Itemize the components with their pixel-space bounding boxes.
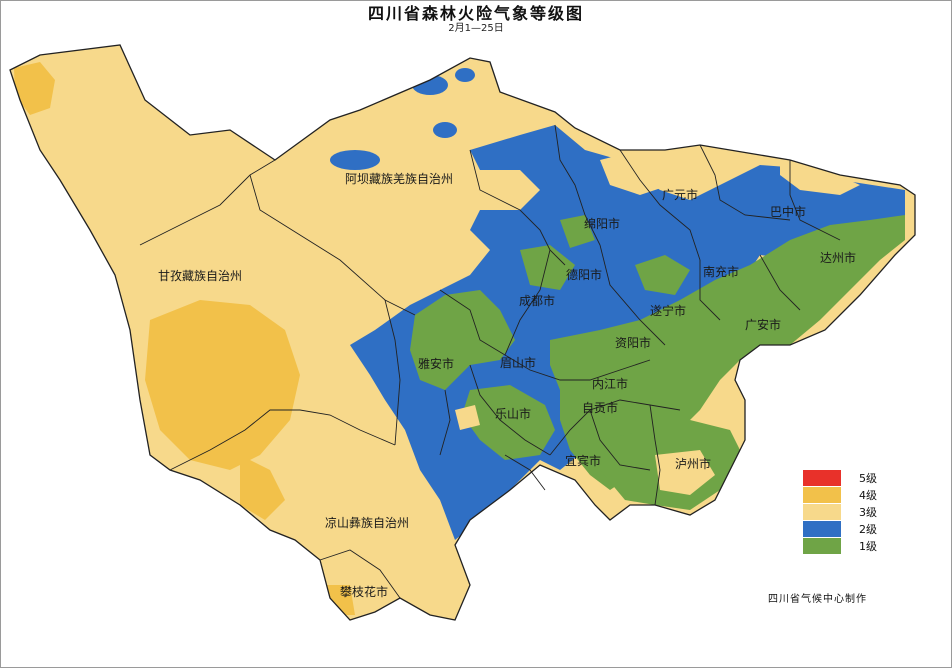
prefecture-borders (139, 124, 841, 599)
label-guangyuan: 广元市 (662, 187, 698, 202)
level1-zone (550, 215, 905, 490)
label-ganzi: 甘孜藏族自治州 (158, 269, 242, 283)
legend: 5级 4级 3级 2级 1级 (803, 470, 877, 554)
level4-patch (240, 455, 285, 520)
credit-text: 四川省气候中心制作 (768, 594, 867, 605)
region-labels: 阿坝藏族羌族自治州 甘孜藏族自治州 凉山彝族自治州 攀枝花市 广元市 巴中市 绵… (158, 172, 856, 599)
label-aba: 阿坝藏族羌族自治州 (345, 172, 453, 186)
level1-zone (410, 290, 515, 390)
label-zigong: 自贡市 (582, 400, 618, 415)
label-meishan: 眉山市 (500, 355, 536, 370)
legend-swatch-level1 (803, 538, 841, 554)
level1-zone (520, 245, 575, 290)
legend-label-level4: 4级 (859, 489, 877, 502)
legend-label-level2: 2级 (859, 523, 877, 536)
label-dazhou: 达州市 (820, 250, 856, 265)
label-neijiang: 内江市 (592, 376, 628, 391)
label-liangshan: 凉山彝族自治州 (325, 515, 409, 530)
legend-swatch-level5 (803, 470, 841, 486)
map-title: 四川省森林火险气象等级图 (367, 4, 584, 23)
legend-label-level1: 1级 (859, 540, 877, 553)
label-panzhihua: 攀枝花市 (340, 584, 388, 599)
level3-patch (780, 158, 860, 195)
legend-label-level3: 3级 (859, 506, 877, 519)
label-ziyang: 资阳市 (615, 335, 651, 350)
legend-label-level5: 5级 (859, 472, 877, 485)
level2-patch (330, 150, 380, 170)
label-mianyang: 绵阳市 (584, 216, 620, 231)
level1-zone (560, 215, 595, 248)
legend-swatch-level3 (803, 504, 841, 520)
level4-patch (145, 300, 300, 470)
label-chengdu: 成都市 (519, 293, 555, 308)
level3-patch (655, 450, 715, 495)
label-deyang: 德阳市 (566, 267, 602, 282)
label-leshan: 乐山市 (495, 406, 531, 421)
legend-swatch-level2 (803, 521, 841, 537)
label-guangan: 广安市 (745, 317, 781, 332)
level2-patch (433, 122, 457, 138)
label-bazhong: 巴中市 (770, 204, 806, 219)
level2-patch (455, 68, 475, 82)
level3-patch (455, 405, 480, 430)
map-subtitle: 2月1—25日 (448, 23, 504, 34)
level1-zone (635, 255, 690, 295)
label-yibin: 宜宾市 (565, 453, 601, 468)
label-nanchong: 南充市 (703, 264, 739, 279)
level1-zone (462, 385, 555, 460)
label-suining: 遂宁市 (650, 303, 686, 318)
legend-swatch-level4 (803, 487, 841, 503)
label-luzhou: 泸州市 (675, 456, 711, 471)
label-yaan: 雅安市 (418, 356, 454, 371)
level4-patch (14, 62, 55, 115)
